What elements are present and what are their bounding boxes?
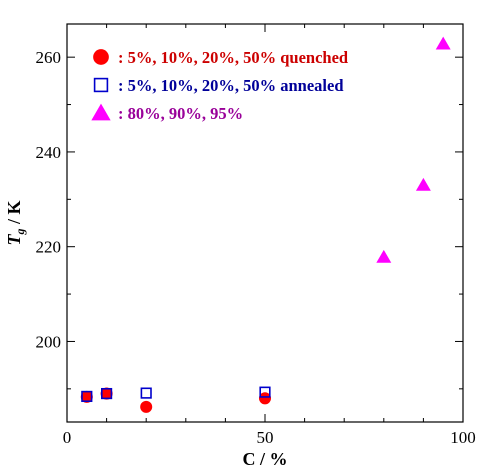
- data-point-series-1: [81, 390, 93, 403]
- y-tick-label: 260: [36, 48, 62, 67]
- data-point-series-2: [415, 177, 431, 191]
- legend-marker-2: [91, 103, 111, 121]
- y-axis-subscript: g: [13, 229, 27, 236]
- y-tick-label: 200: [36, 332, 62, 351]
- x-axis-label: C / %: [243, 449, 288, 469]
- tick-labels: 0 50 100 200 220 240 260: [36, 48, 476, 447]
- y-tick-label: 220: [36, 238, 62, 257]
- y-tick-label: 240: [36, 143, 62, 162]
- data-point-series-0: [100, 387, 113, 400]
- y-axis-symbol: T: [4, 234, 24, 246]
- legend-label-0: : 5%, 10%, 20%, 50% quenched: [118, 48, 348, 67]
- x-tick-label: 50: [257, 428, 274, 447]
- data-points: [80, 36, 451, 413]
- data-point-series-1: [259, 386, 271, 398]
- data-point-series-2: [435, 36, 451, 50]
- axis-ticks: [66, 24, 464, 422]
- x-tick-label: 0: [63, 428, 72, 447]
- legend-marker-1: [93, 77, 109, 93]
- legend-label-2: : 80%, 90%, 95%: [118, 104, 243, 123]
- data-point-series-1: [101, 387, 113, 400]
- y-axis-unit: / K: [4, 200, 24, 228]
- legend: : 5%, 10%, 20%, 50% quenched : 5%, 10%, 2…: [91, 48, 348, 123]
- y-axis-label: Tg / K: [4, 200, 27, 245]
- legend-marker-0: [93, 49, 109, 65]
- legend-label-1: : 5%, 10%, 20%, 50% annealed: [118, 76, 344, 95]
- data-point-series-0: [258, 392, 272, 405]
- data-point-series-0: [140, 400, 153, 413]
- data-point-series-2: [376, 249, 392, 263]
- x-tick-label: 100: [450, 428, 476, 447]
- data-point-series-1: [140, 387, 152, 399]
